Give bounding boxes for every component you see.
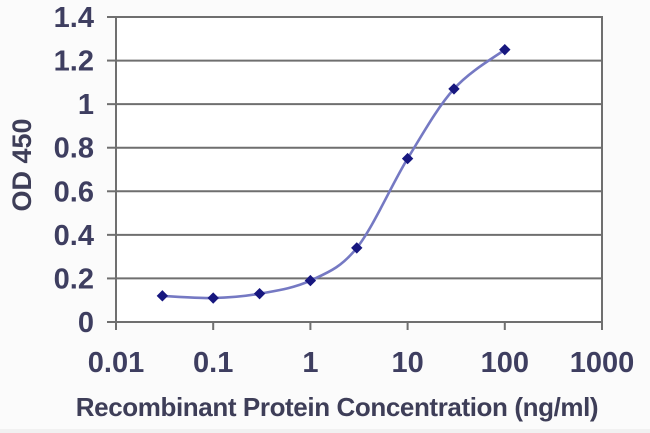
plot-background bbox=[116, 17, 602, 322]
y-axis-title: OD 450 bbox=[7, 118, 37, 212]
data-point-marker bbox=[304, 274, 317, 287]
x-tick-label: 1 bbox=[302, 347, 318, 379]
y-tick-label: 0.6 bbox=[54, 176, 94, 208]
x-tick-label: 1000 bbox=[570, 347, 635, 379]
data-point-marker bbox=[448, 83, 460, 95]
data-point-marker bbox=[351, 242, 363, 254]
data-point-marker bbox=[499, 43, 511, 56]
x-tick-label: 10 bbox=[391, 347, 423, 379]
x-tick-label: 100 bbox=[481, 347, 529, 379]
plot-border bbox=[115, 16, 603, 323]
image-bottom-edge bbox=[0, 429, 650, 433]
series-line bbox=[161, 48, 507, 300]
y-tick-label: 0.8 bbox=[54, 133, 94, 165]
x-tick-label: 0.01 bbox=[88, 347, 144, 379]
data-point-marker bbox=[156, 290, 169, 302]
y-tick-label: 1.4 bbox=[54, 2, 94, 34]
y-tick-label: 0.4 bbox=[54, 220, 94, 252]
x-axis-title: Recombinant Protein Concentration (ng/ml… bbox=[75, 392, 599, 422]
data-point-marker bbox=[253, 287, 266, 300]
data-point-marker bbox=[401, 152, 414, 165]
y-tick-label: 0.2 bbox=[54, 263, 94, 295]
x-tick-label: 0.1 bbox=[193, 347, 233, 379]
y-tick-label: 1.2 bbox=[54, 46, 94, 78]
y-tick-label: 0 bbox=[78, 307, 94, 339]
y-tick-label: 1 bbox=[78, 89, 94, 121]
data-point-marker bbox=[207, 292, 219, 304]
